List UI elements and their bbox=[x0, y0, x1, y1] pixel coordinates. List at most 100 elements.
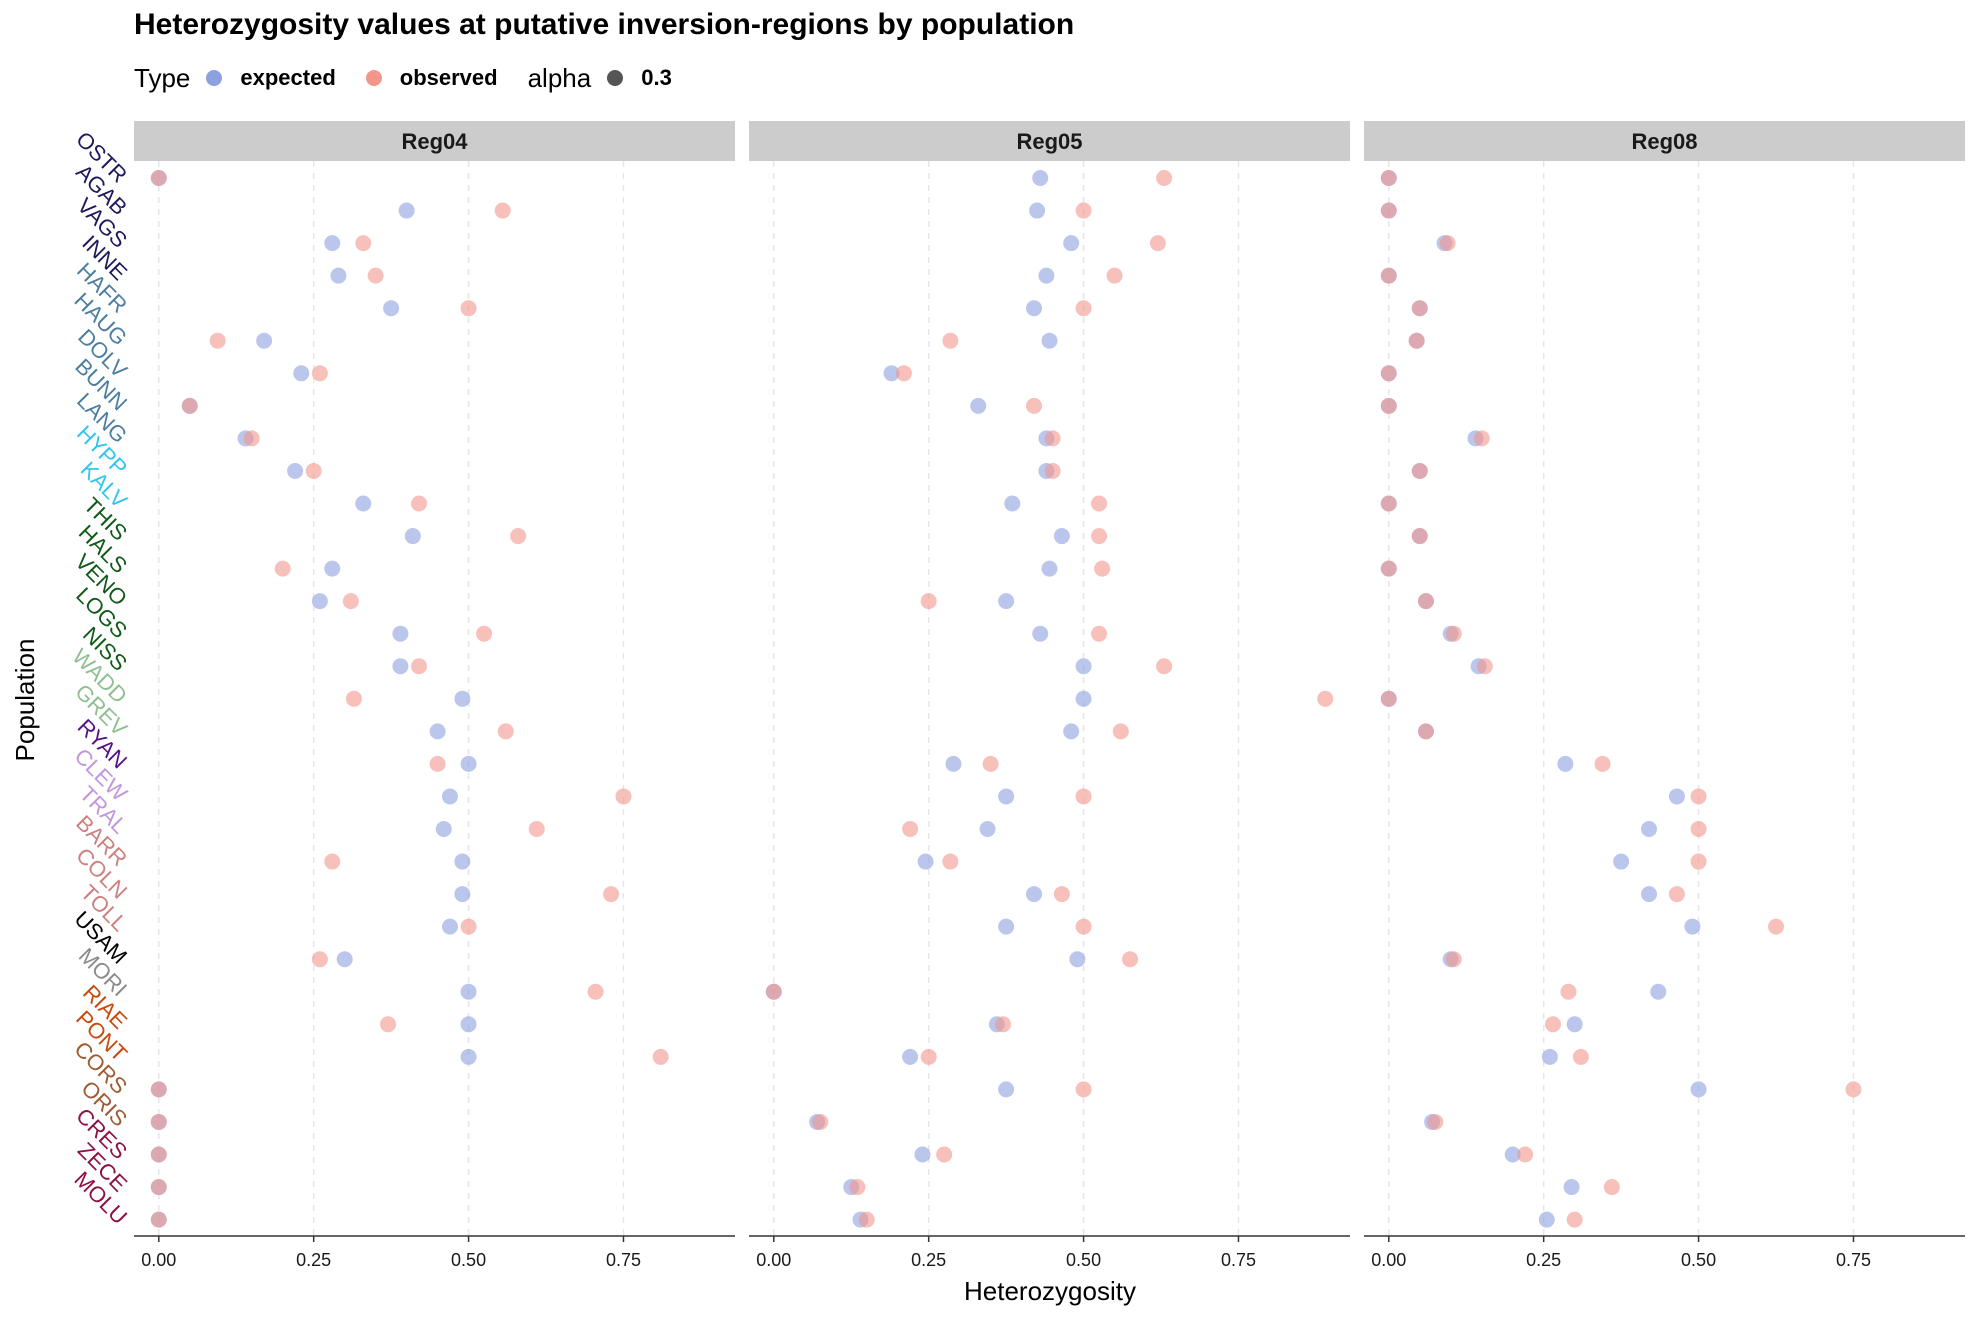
point-observed-grev bbox=[1112, 723, 1129, 740]
point-observed-cors bbox=[1845, 1081, 1862, 1098]
point-observed-kalv bbox=[1380, 495, 1397, 512]
point-observed-hals bbox=[1380, 560, 1397, 577]
point-observed-hypp bbox=[305, 462, 322, 479]
point-expected-cors bbox=[998, 1081, 1015, 1098]
point-observed-inne bbox=[1106, 267, 1123, 284]
point-expected-vags bbox=[1063, 235, 1080, 252]
legend-alpha-key bbox=[607, 70, 624, 86]
point-observed-usam bbox=[311, 951, 328, 968]
point-expected-logs bbox=[1032, 625, 1049, 642]
x-tick-label: 0.50 bbox=[451, 1250, 486, 1270]
point-observed-cres bbox=[936, 1146, 953, 1163]
legend-observed-key bbox=[365, 70, 382, 86]
point-observed-haug bbox=[942, 332, 959, 349]
point-observed-riae bbox=[995, 1016, 1012, 1033]
point-observed-wadd bbox=[1380, 690, 1397, 707]
x-tick-label: 0.25 bbox=[911, 1250, 946, 1270]
point-observed-toll bbox=[1075, 918, 1092, 935]
x-axis-title: Heterozygosity bbox=[964, 1276, 1136, 1306]
point-observed-pont bbox=[1572, 1048, 1589, 1065]
point-observed-oris bbox=[812, 1113, 829, 1130]
point-expected-cres bbox=[914, 1146, 931, 1163]
point-expected-cors bbox=[1690, 1081, 1707, 1098]
point-expected-molu bbox=[1538, 1211, 1555, 1228]
point-expected-toll bbox=[998, 918, 1015, 935]
point-expected-clew bbox=[441, 788, 458, 805]
point-observed-molu bbox=[858, 1211, 875, 1228]
panel-strip-label: Reg08 bbox=[1631, 129, 1697, 154]
point-expected-agab bbox=[1029, 202, 1046, 219]
point-observed-niss bbox=[1156, 658, 1173, 675]
point-observed-ostr bbox=[150, 170, 167, 186]
legend-type-title: Type bbox=[134, 62, 191, 93]
point-expected-kalv bbox=[1004, 495, 1021, 512]
point-observed-clew bbox=[615, 788, 632, 805]
point-observed-toll bbox=[1768, 918, 1785, 935]
point-observed-ryan bbox=[982, 755, 999, 772]
panel-reg05: Reg05 0.00 0.25 0.50 0.75 bbox=[749, 121, 1350, 1270]
point-observed-tral bbox=[1690, 821, 1707, 837]
point-observed-inne bbox=[1380, 267, 1397, 284]
point-expected-niss bbox=[1075, 658, 1092, 675]
point-expected-toll bbox=[1684, 918, 1701, 935]
point-expected-hals bbox=[324, 560, 341, 577]
point-observed-zece bbox=[150, 1179, 167, 1196]
point-observed-hypp bbox=[1044, 462, 1061, 479]
point-expected-tral bbox=[979, 821, 996, 837]
point-observed-hafr bbox=[1411, 300, 1428, 317]
point-observed-barr bbox=[324, 853, 341, 870]
point-observed-haug bbox=[1408, 332, 1425, 349]
point-observed-haug bbox=[209, 332, 226, 349]
point-expected-pont bbox=[1541, 1048, 1558, 1065]
point-observed-cres bbox=[150, 1146, 167, 1163]
point-expected-hafr bbox=[383, 300, 400, 317]
point-observed-hals bbox=[274, 560, 291, 577]
legend-alpha-title: alpha bbox=[527, 62, 592, 93]
point-observed-kalv bbox=[1091, 495, 1108, 512]
point-observed-veno bbox=[1417, 593, 1434, 610]
point-observed-riae bbox=[380, 1016, 397, 1033]
point-observed-ryan bbox=[1594, 755, 1611, 772]
legend-expected-label: expected bbox=[240, 65, 336, 90]
x-tick-label: 0.00 bbox=[1371, 1250, 1406, 1270]
point-observed-cres bbox=[1517, 1146, 1534, 1163]
point-observed-ostr bbox=[1380, 170, 1397, 186]
point-observed-dolv bbox=[895, 365, 912, 382]
point-observed-barr bbox=[1690, 853, 1707, 870]
point-observed-tral bbox=[528, 821, 545, 837]
point-observed-ostr bbox=[1156, 170, 1173, 186]
point-expected-veno bbox=[311, 593, 328, 610]
point-expected-toll bbox=[441, 918, 458, 935]
point-expected-clew bbox=[1668, 788, 1685, 805]
point-observed-dolv bbox=[311, 365, 328, 382]
panel-strip bbox=[1364, 121, 1965, 161]
point-observed-toll bbox=[460, 918, 477, 935]
point-observed-this bbox=[1411, 528, 1428, 545]
point-expected-dolv bbox=[293, 365, 310, 382]
point-observed-mori bbox=[765, 983, 782, 1000]
x-tick-label: 0.75 bbox=[606, 1250, 641, 1270]
point-observed-usam bbox=[1122, 951, 1139, 968]
point-observed-coln bbox=[1668, 886, 1685, 903]
point-observed-vags bbox=[1149, 235, 1166, 252]
panel-strip-label: Reg04 bbox=[401, 129, 468, 154]
point-expected-bunn bbox=[970, 397, 987, 414]
point-observed-zece bbox=[1603, 1179, 1620, 1196]
point-observed-usam bbox=[1445, 951, 1462, 968]
point-expected-veno bbox=[998, 593, 1015, 610]
point-expected-riae bbox=[1566, 1016, 1583, 1033]
point-observed-molu bbox=[150, 1211, 167, 1228]
point-expected-vags bbox=[324, 235, 341, 252]
point-observed-bunn bbox=[1026, 397, 1043, 414]
point-expected-pont bbox=[460, 1048, 477, 1065]
point-observed-wadd bbox=[1317, 690, 1334, 707]
point-expected-tral bbox=[1641, 821, 1658, 837]
point-expected-this bbox=[1053, 528, 1070, 545]
point-expected-inne bbox=[1038, 267, 1055, 284]
point-observed-cors bbox=[1075, 1081, 1092, 1098]
point-expected-zece bbox=[1563, 1179, 1580, 1196]
y-axis-title: Population bbox=[10, 639, 40, 762]
chart-title: Heterozygosity values at putative invers… bbox=[134, 8, 1075, 41]
point-expected-ryan bbox=[945, 755, 962, 772]
